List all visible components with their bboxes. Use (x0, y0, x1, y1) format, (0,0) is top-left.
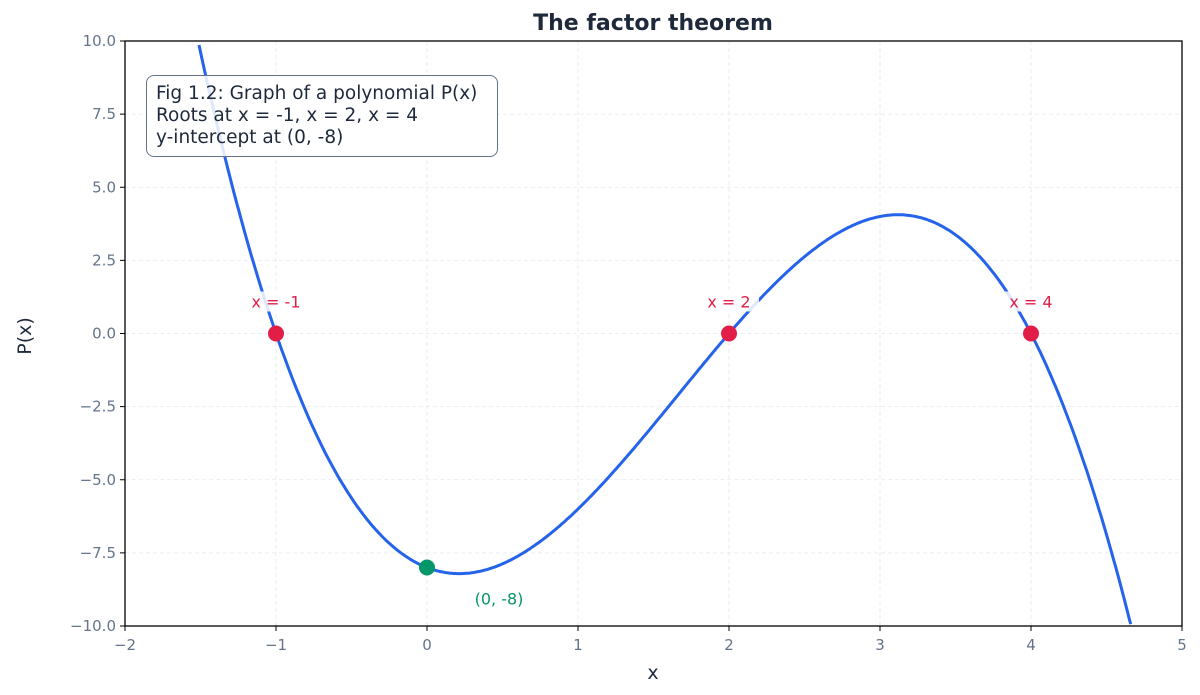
y-tick-label: 0.0 (92, 325, 116, 343)
y-tick-label: −10.0 (70, 617, 116, 635)
y-intercept-label: (0, -8) (475, 590, 524, 609)
annotation-box: Fig 1.2: Graph of a polynomial P(x) Root… (146, 75, 498, 157)
y-intercept-marker (419, 559, 435, 576)
root-label: x = -1 (252, 293, 301, 312)
x-tick-label: 2 (724, 636, 734, 654)
y-tick-label: 10.0 (83, 32, 116, 50)
root-label: x = 4 (1009, 293, 1052, 312)
x-tick-label: 4 (1026, 636, 1036, 654)
root-marker (1023, 325, 1039, 342)
y-tick-label: −2.5 (80, 398, 116, 416)
annotation-line-1: Fig 1.2: Graph of a polynomial P(x) (156, 83, 478, 104)
chart-title: The factor theorem (533, 11, 773, 36)
x-tick-label: −1 (265, 636, 287, 654)
annotation-line-3: y-intercept at (0, -8) (156, 127, 344, 148)
y-axis-label: P(x) (14, 317, 36, 355)
y-tick-label: −5.0 (80, 471, 116, 489)
point-markers: x = -1 x = 2 x = 4 (0, -8) (246, 291, 1061, 609)
y-tick-label: 2.5 (92, 251, 116, 269)
x-tick-label: 5 (1177, 636, 1187, 654)
root-marker (268, 325, 284, 342)
x-tick-label: −2 (114, 636, 136, 654)
axis-ticks: −2 −1 0 1 2 3 4 5 −10.0 −7.5 −5.0 −2.5 0.0 2.5 5.0 7.5 1… (70, 32, 1187, 654)
root-label: x = 2 (707, 293, 750, 312)
annotation-line-2: Roots at x = -1, x = 2, x = 4 (156, 105, 419, 126)
y-tick-label: 7.5 (92, 105, 116, 123)
x-axis-label: x (647, 662, 658, 684)
y-tick-label: −7.5 (80, 544, 116, 562)
x-tick-label: 0 (422, 636, 432, 654)
y-tick-label: 5.0 (92, 178, 116, 196)
polynomial-curve (197, 44, 1133, 625)
x-tick-label: 3 (875, 636, 885, 654)
x-tick-label: 1 (573, 636, 583, 654)
root-marker (721, 325, 737, 342)
